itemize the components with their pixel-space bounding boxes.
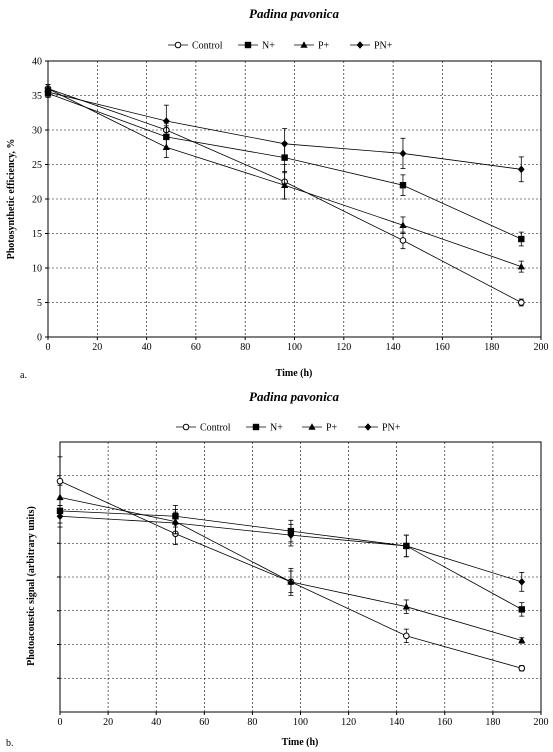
chart-b-legend-label: N+ bbox=[270, 423, 283, 434]
chart-b-x-tick-label: 200 bbox=[534, 717, 549, 728]
chart-b-x-tick-label: 60 bbox=[199, 717, 209, 728]
chart-a-x-tick-label: 20 bbox=[92, 342, 102, 353]
chart-a-y-tick-label: 20 bbox=[32, 195, 42, 206]
chart-b-legend-marker bbox=[252, 423, 260, 431]
chart-a-data-point bbox=[399, 182, 407, 189]
chart-b-x-tick-label: 140 bbox=[389, 717, 404, 728]
chart-b-series-n-plus bbox=[56, 498, 525, 617]
chart-a-x-tick-label: 80 bbox=[240, 342, 250, 353]
chart-a-y-tick-label: 15 bbox=[32, 229, 42, 240]
chart-a-series-p-plus bbox=[44, 84, 525, 273]
chart-a-data-point bbox=[399, 221, 407, 229]
chart-b-data-point bbox=[518, 636, 526, 644]
chart-b-x-tick-label: 80 bbox=[247, 717, 257, 728]
chart-b-legend-label: P+ bbox=[326, 423, 338, 434]
chart-a-data-point bbox=[399, 149, 407, 158]
chart-b-x-tick-label: 160 bbox=[437, 717, 452, 728]
chart-a-legend-label: PN+ bbox=[374, 41, 393, 52]
chart-b-x-tick-label: 0 bbox=[58, 717, 63, 728]
chart-a-legend-marker bbox=[244, 41, 252, 49]
chart-a-x-tick-label: 160 bbox=[435, 342, 450, 353]
chart-a-xlabel: Time (h) bbox=[276, 368, 313, 379]
chart-a-y-tick-label: 5 bbox=[37, 298, 42, 309]
chart-b-data-point bbox=[56, 493, 64, 501]
chart-b-title: Padina pavonica bbox=[249, 389, 339, 404]
chart-b-data-point bbox=[518, 578, 526, 586]
chart-a-y-tick-label: 40 bbox=[32, 57, 42, 68]
chart-b-data-point bbox=[56, 512, 64, 521]
chart-b-data-point bbox=[403, 632, 410, 640]
chart-a-data-point bbox=[399, 237, 407, 244]
chart-b-data-point bbox=[287, 531, 295, 539]
chart-b-xlabel: Time (h) bbox=[282, 737, 319, 748]
chart-a-data-point bbox=[518, 235, 525, 243]
chart-b-legend-marker bbox=[364, 423, 372, 431]
chart-a-x-tick-label: 100 bbox=[287, 342, 302, 353]
chart-b-series-control bbox=[56, 456, 526, 672]
chart-a-y-tick-label: 35 bbox=[32, 91, 42, 102]
chart-a-legend-label: Control bbox=[192, 41, 223, 52]
chart-b-series-pn-plus bbox=[56, 505, 526, 592]
chart-a-data-point bbox=[517, 262, 525, 270]
chart-a-legend-marker bbox=[356, 41, 364, 49]
chart-b-data-point bbox=[402, 602, 410, 610]
chart-a-legend-label: N+ bbox=[262, 41, 275, 52]
chart-b-legend-marker bbox=[182, 423, 190, 431]
chart-a-legend-label: P+ bbox=[318, 41, 330, 52]
chart-a-x-tick-label: 0 bbox=[46, 342, 51, 353]
chart-a-data-point bbox=[44, 88, 52, 96]
chart-b-x-tick-label: 40 bbox=[151, 717, 161, 728]
chart-a-data-point bbox=[281, 181, 289, 188]
chart-a: 0 20 40 60 80 100 120 140 160 180 200 0 5 10 15 20 25 30 3… bbox=[32, 41, 549, 354]
chart-a-data-point bbox=[281, 140, 289, 148]
chart-b-data-point bbox=[518, 606, 525, 613]
chart-b-ylabel: Photoacoustic signal (arbitrary units) bbox=[26, 506, 37, 666]
chart-b-data-point bbox=[172, 519, 179, 527]
chart-a-y-tick-label: 0 bbox=[37, 333, 42, 344]
chart-a-legend-marker bbox=[300, 41, 308, 48]
chart-b-data-point bbox=[518, 664, 526, 672]
chart-a-title: Padina pavonica bbox=[249, 6, 339, 21]
chart-a-ylabel: Photosynthetic efficiency, % bbox=[6, 139, 17, 260]
chart-a-x-tick-label: 180 bbox=[484, 342, 499, 353]
chart-b-x-tick-label: 120 bbox=[341, 717, 356, 728]
chart-b-x-tick-label: 100 bbox=[293, 717, 308, 728]
chart-a-x-tick-label: 200 bbox=[534, 342, 549, 353]
chart-b-legend: Control N+ P+ PN+ bbox=[176, 423, 401, 434]
chart-a-y-tick-label: 10 bbox=[32, 264, 42, 275]
chart-a-panel-label: a. bbox=[20, 370, 27, 381]
chart-a-x-tick-label: 140 bbox=[386, 342, 401, 353]
chart-b: 0 20 40 60 80 100 120 140 160 180 200 Control N+ P+ PN… bbox=[56, 423, 549, 728]
chart-a-y-tick-label: 25 bbox=[32, 160, 42, 171]
chart-b-x-tick-label: 20 bbox=[103, 717, 113, 728]
chart-a-data-point bbox=[517, 299, 525, 306]
chart-a-y-tick-label: 30 bbox=[32, 126, 42, 137]
chart-b-panel-label: b. bbox=[6, 738, 14, 749]
chart-a-x-tick-label: 120 bbox=[336, 342, 351, 353]
chart-a-series-pn-plus bbox=[44, 87, 525, 183]
chart-a-x-tick-label: 60 bbox=[191, 342, 201, 353]
chart-b-legend-label: PN+ bbox=[382, 423, 401, 434]
chart-b-legend-label: Control bbox=[200, 423, 231, 434]
chart-a-data-point bbox=[162, 117, 170, 125]
chart-a-data-point bbox=[517, 165, 525, 174]
chart-b-series-p-plus bbox=[56, 484, 526, 644]
chart-b-data-point bbox=[402, 542, 410, 550]
chart-b-data-point bbox=[287, 578, 295, 585]
chart-a-data-point bbox=[162, 143, 170, 151]
chart-b-data-point bbox=[56, 477, 64, 485]
chart-a-x-tick-label: 40 bbox=[142, 342, 152, 353]
chart-b-legend-marker bbox=[308, 423, 316, 430]
chart-b-x-tick-label: 180 bbox=[485, 717, 500, 728]
chart-a-legend: Control N+ P+ PN+ bbox=[168, 41, 393, 52]
chart-a-legend-marker bbox=[174, 41, 182, 49]
